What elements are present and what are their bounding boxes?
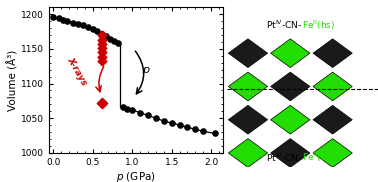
Polygon shape [313, 39, 352, 68]
Point [161, 120, 167, 122]
Point [200, 130, 206, 133]
Y-axis label: Volume (Å³): Volume (Å³) [7, 50, 19, 111]
X-axis label: $p$ (GPa): $p$ (GPa) [116, 169, 156, 182]
Polygon shape [271, 39, 310, 68]
Point [50, 15, 56, 18]
Point [119, 106, 125, 109]
Point [184, 126, 191, 129]
Point [153, 117, 159, 120]
Point [169, 122, 175, 124]
Polygon shape [271, 72, 310, 101]
Point [111, 40, 117, 43]
Text: Pt$^{\mathregular{IV}}$-CN-: Pt$^{\mathregular{IV}}$-CN- [266, 151, 302, 164]
Point [115, 42, 121, 45]
Point [129, 108, 135, 111]
Polygon shape [271, 105, 310, 134]
Point [99, 38, 105, 41]
Point [192, 128, 198, 131]
Point [60, 18, 66, 21]
Text: Fe$^{\mathregular{II}}$(hs): Fe$^{\mathregular{II}}$(hs) [302, 18, 336, 32]
Point [80, 24, 86, 27]
Point [70, 21, 76, 24]
Point [56, 17, 62, 20]
Text: Fe$^{\mathregular{II}}$(ls): Fe$^{\mathregular{II}}$(ls) [302, 150, 333, 164]
Point [177, 124, 183, 127]
Polygon shape [228, 72, 268, 101]
Polygon shape [271, 139, 310, 167]
Point [107, 38, 113, 41]
Point [99, 43, 105, 46]
Point [103, 35, 109, 38]
Point [99, 55, 105, 58]
Point [212, 132, 218, 135]
Polygon shape [313, 139, 352, 167]
Point [85, 25, 91, 28]
Point [75, 22, 81, 25]
Point [99, 47, 105, 50]
Text: X-rays: X-rays [65, 55, 88, 87]
Polygon shape [313, 72, 352, 101]
Polygon shape [228, 139, 268, 167]
Point [64, 20, 70, 23]
Point [99, 51, 105, 54]
Polygon shape [228, 105, 268, 134]
Text: Pt$^{\mathregular{IV}}$-CN-: Pt$^{\mathregular{IV}}$-CN- [266, 18, 302, 31]
Point [94, 29, 101, 32]
Polygon shape [228, 39, 268, 68]
Point [99, 102, 105, 104]
Point [99, 32, 105, 35]
Point [124, 107, 130, 110]
Text: $p$: $p$ [142, 65, 150, 77]
Point [99, 59, 105, 62]
Point [137, 111, 143, 114]
Polygon shape [313, 105, 352, 134]
Point [145, 114, 151, 117]
Point [90, 27, 96, 30]
Point [99, 33, 105, 36]
